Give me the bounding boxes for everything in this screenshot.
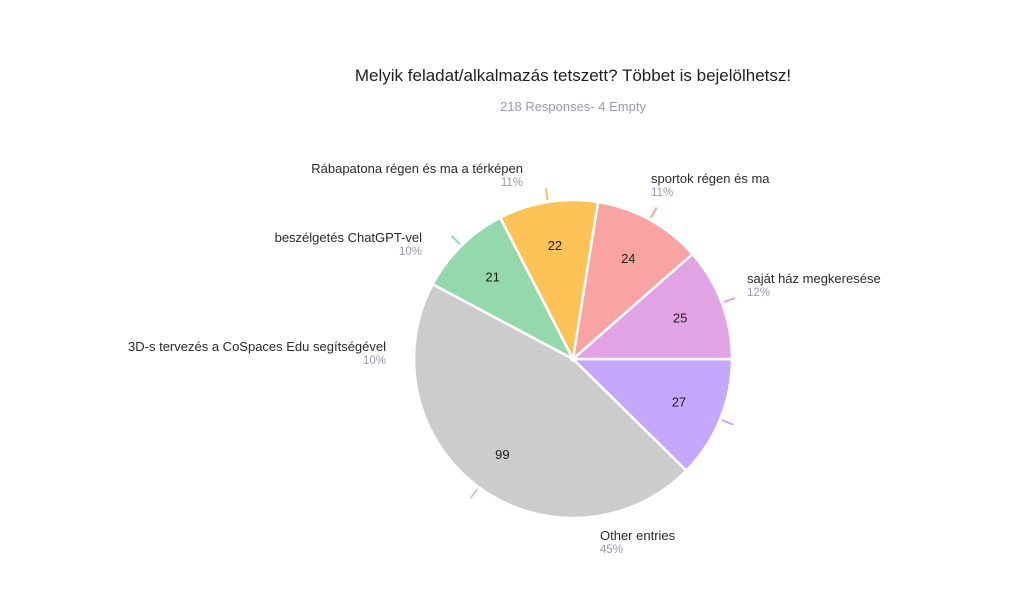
slice-category-label: saját ház megkeresése [747, 271, 881, 286]
slice-value-label: 22 [548, 238, 562, 253]
leader-line [649, 207, 658, 219]
slice-category-label: 3D-s tervezés a CoSpaces Edu segítségéve… [128, 339, 386, 354]
pie-slice[interactable] [571, 200, 695, 363]
pie-slice[interactable] [569, 252, 734, 361]
leader-line [723, 297, 736, 304]
slice-percent-label: 11% [651, 187, 673, 199]
leader-line [469, 488, 479, 499]
leader-line [544, 188, 549, 201]
slice-percent-label: 12% [747, 287, 770, 299]
pie-slice[interactable] [569, 357, 734, 473]
slice-percent-label: 10% [363, 355, 386, 367]
slice-category-label: beszélgetés ChatGPT-vel [275, 230, 423, 245]
slice-value-label: 21 [485, 269, 499, 284]
leader-line [721, 419, 734, 426]
slice-category-label: Other entries [600, 528, 676, 543]
chart-subtitle: 218 Responses- 4 Empty [500, 99, 646, 114]
slice-percent-label: 45% [600, 544, 623, 556]
slice-value-label: 99 [495, 447, 509, 462]
slice-value-label: 27 [672, 394, 686, 409]
slice-category-label: sportok régen és ma [651, 171, 770, 186]
leader-line [450, 235, 461, 246]
pie-slice[interactable] [498, 198, 600, 363]
slice-category-label: Rábapatona régen és ma a térképen [311, 161, 523, 176]
slice-value-label: 24 [621, 251, 635, 266]
pie-slice[interactable] [412, 282, 689, 520]
slice-value-label: 25 [673, 311, 687, 326]
chart-title: Melyik feladat/alkalmazás tetszett? Több… [354, 66, 792, 85]
pie-slice[interactable] [431, 215, 576, 362]
slice-percent-label: 11% [501, 177, 523, 189]
slice-percent-label: 10% [399, 246, 422, 258]
